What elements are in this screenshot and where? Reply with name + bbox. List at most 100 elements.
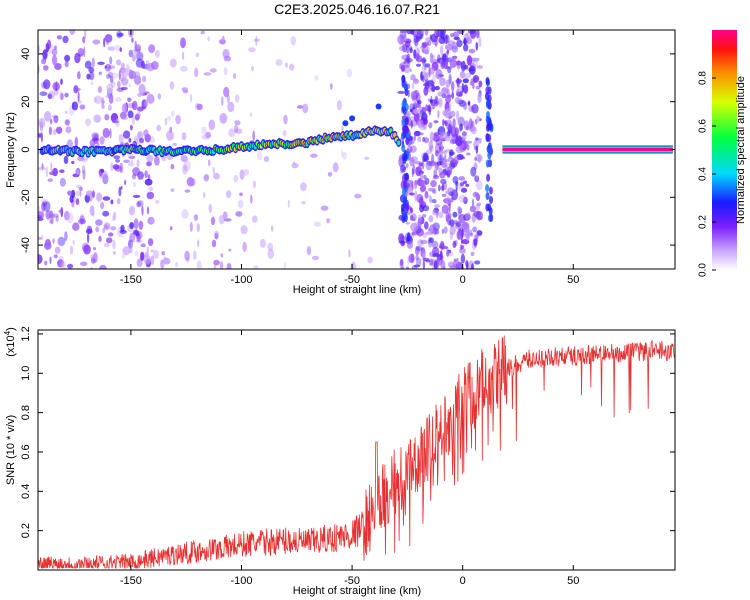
burst-speckle [489,195,493,204]
noise-speckle [440,260,446,269]
noise-speckle [310,153,318,158]
noise-speckle [184,250,190,261]
noise-speckle [219,113,228,124]
noise-speckle [411,82,415,90]
noise-speckle [169,81,175,90]
noise-speckle [93,114,102,123]
noise-speckle [439,250,443,261]
noise-speckle [75,198,80,206]
noise-speckle [183,90,189,94]
noise-speckle [88,66,95,74]
noise-speckle [233,72,236,80]
noise-speckle [223,86,230,98]
noise-speckle [127,153,134,158]
noise-speckle [110,75,114,84]
noise-speckle [451,91,455,100]
noise-speckle [461,131,467,137]
noise-speckle [47,178,54,182]
noise-speckle [157,93,162,100]
noise-speckle [439,77,446,86]
noise-speckle [109,56,113,65]
noise-speckle [454,155,458,161]
noise-speckle [131,100,138,111]
noise-speckle [98,235,102,242]
noise-speckle [428,160,437,167]
noise-speckle [102,196,111,201]
noise-speckle [348,249,351,258]
noise-speckle [129,69,133,80]
noise-speckle [38,236,43,240]
y-tick-label: 0.4 [20,484,32,499]
noise-speckle [78,186,83,191]
noise-speckle [287,199,290,208]
y-tick-label: 0.2 [20,523,32,538]
noise-speckle [306,246,312,256]
noise-speckle [401,64,406,72]
noise-speckle [45,166,49,178]
noise-speckle [58,209,64,213]
noise-speckle [210,216,216,226]
y-tick-label: -20 [20,189,32,205]
noise-speckle [207,36,210,42]
noise-speckle [74,136,79,147]
noise-speckle [409,109,412,113]
noise-speckle [116,59,122,66]
noise-speckle [115,97,122,102]
noise-speckle [451,126,456,135]
noise-speckle [432,209,439,216]
noise-speckle [434,85,440,91]
noise-speckle [456,59,461,70]
noise-speckle [237,199,244,209]
noise-speckle [135,233,140,237]
noise-speckle [133,75,142,85]
noise-speckle [428,215,434,223]
noise-speckle [201,126,207,135]
noise-speckle [40,198,48,203]
noise-speckle [140,243,146,248]
noise-speckle [300,182,307,192]
noise-speckle [406,53,411,64]
noise-speckle [444,149,453,153]
noise-speckle [225,190,232,199]
noise-speckle [445,44,453,51]
noise-speckle [445,34,448,45]
noise-speckle [336,100,342,111]
noise-speckle [475,175,479,181]
noise-speckle [144,178,153,186]
noise-speckle [470,166,477,177]
noise-speckle [50,161,53,173]
noise-speckle [100,201,105,210]
noise-speckle [440,158,447,169]
noise-speckle [123,159,130,163]
noise-speckle [131,174,136,178]
noise-speckle [48,126,53,136]
noise-speckle [451,189,459,201]
noise-speckle [456,257,459,265]
noise-speckle [69,195,74,203]
noise-speckle [56,35,63,40]
noise-speckle [190,93,193,103]
noise-speckle [122,246,130,256]
noise-speckle [102,127,110,139]
noise-speckle [471,263,474,269]
noise-speckle [440,178,447,185]
noise-speckle [124,179,127,186]
noise-speckle [459,90,463,97]
noise-speckle [82,36,86,44]
noise-speckle [405,221,410,225]
noise-speckle [130,124,133,131]
noise-speckle [55,126,63,134]
noise-speckle [113,155,121,160]
noise-speckle [108,104,112,111]
noise-speckle [169,226,173,231]
noise-speckle [208,203,212,213]
noise-speckle [446,49,450,54]
noise-speckle [43,111,52,122]
noise-speckle [110,226,117,231]
noise-speckle [222,211,228,220]
noise-speckle [434,143,442,154]
noise-speckle [61,260,66,269]
noise-speckle [435,138,443,146]
noise-speckle [414,161,422,165]
noise-speckle [257,151,263,161]
